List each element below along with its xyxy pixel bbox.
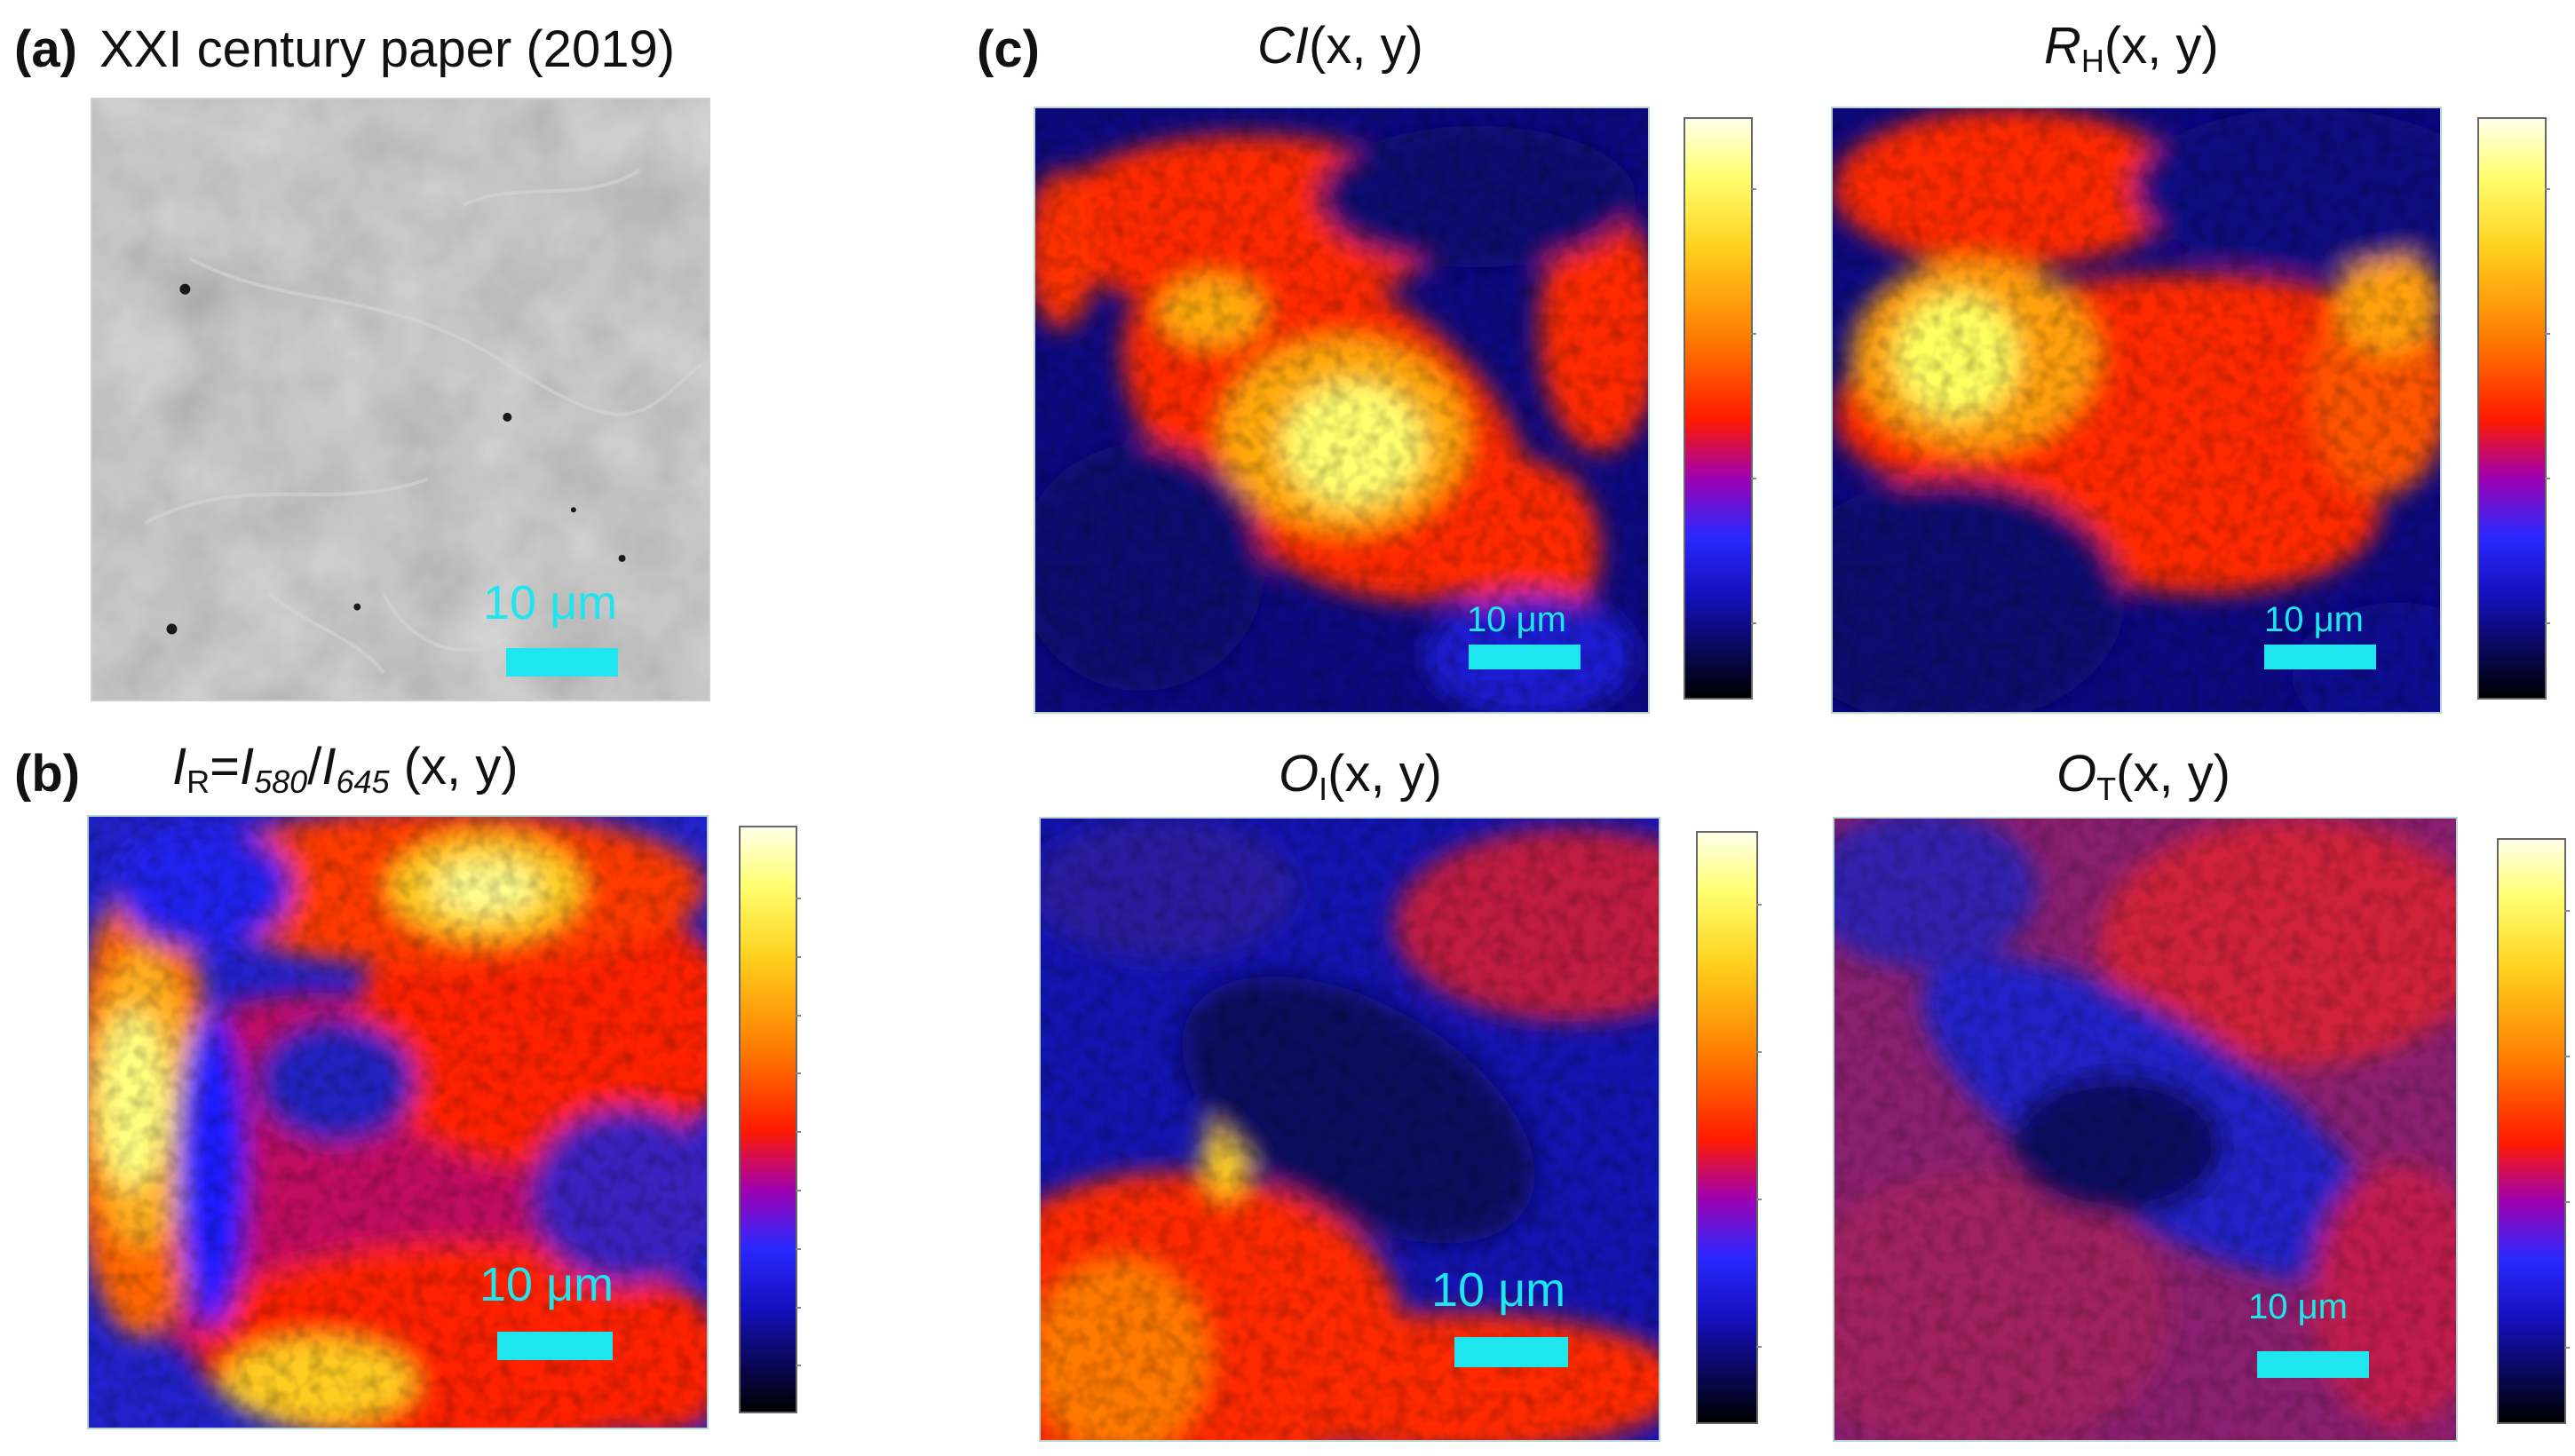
ot-scale-bar	[2257, 1351, 2369, 1378]
panel-b-colorbar	[739, 826, 801, 1413]
panel-a-scale-bar	[506, 648, 618, 677]
ci-map: 10 μm	[1034, 107, 1650, 714]
panel-b-scale-bar	[497, 1332, 613, 1360]
oi-scale-bar	[1454, 1337, 1568, 1367]
ot-colorbar	[2497, 838, 2570, 1424]
oi-scale-label: 10 μm	[1431, 1263, 1566, 1317]
ci-scale-label: 10 μm	[1467, 600, 1566, 639]
panel-b-scale-label: 10 μm	[479, 1258, 614, 1311]
panel-a-label: (a)	[14, 20, 77, 78]
oi-map: 10 μm	[1039, 817, 1660, 1442]
panel-c-label: (c)	[977, 20, 1040, 78]
panel-b-title: IR=I580/I645 (x, y)	[172, 738, 519, 800]
ot-map: 10 μm	[1833, 817, 2458, 1442]
sem-image: 10 μm	[91, 98, 710, 701]
oi-colorbar	[1696, 831, 1762, 1424]
panel-b-label: (b)	[14, 745, 81, 803]
oi-title: OI(x, y)	[1279, 745, 1442, 807]
ci-colorbar	[1684, 117, 1756, 700]
panel-a-title: XXI century paper (2019)	[99, 20, 676, 78]
ot-title: OT(x, y)	[2056, 745, 2230, 807]
rh-map: 10 μm	[1831, 107, 2442, 714]
rh-scale-bar	[2264, 645, 2376, 669]
ot-scale-label: 10 μm	[2248, 1287, 2348, 1326]
rh-title: RH(x, y)	[2044, 17, 2219, 79]
ir-ratio-map: 10 μm	[87, 815, 709, 1429]
ci-scale-bar	[1469, 645, 1581, 669]
panel-a-scale-label: 10 μm	[483, 576, 618, 629]
ci-title: CI(x, y)	[1257, 17, 1423, 75]
rh-colorbar	[2477, 117, 2550, 700]
rh-scale-label: 10 μm	[2264, 600, 2364, 639]
